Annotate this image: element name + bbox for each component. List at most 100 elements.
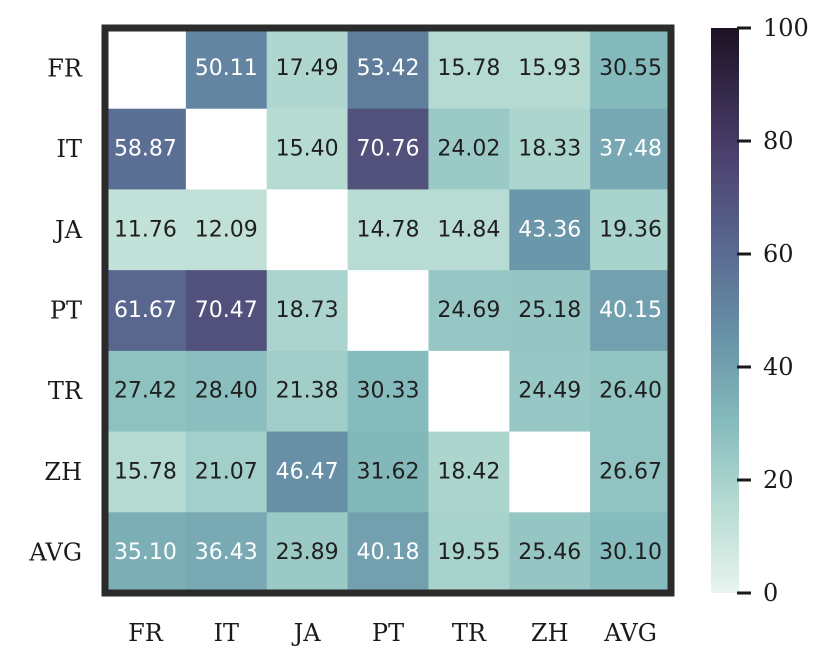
cell-value-label: 58.87 bbox=[114, 137, 177, 162]
cell-value-label: 70.47 bbox=[195, 298, 258, 323]
heatmap-cell-ja-pt bbox=[347, 189, 430, 271]
cell-value-label: 21.07 bbox=[195, 459, 258, 484]
heatmap-cell-pt-avg bbox=[590, 270, 672, 352]
cell-value-label: 14.84 bbox=[437, 217, 500, 242]
column-label-zh: ZH bbox=[531, 619, 569, 647]
column-label-tr: TR bbox=[452, 619, 487, 647]
cell-value-label: 24.02 bbox=[437, 137, 500, 162]
heatmap-cell-fr-ja bbox=[266, 28, 349, 110]
cell-value-label: 40.18 bbox=[357, 540, 420, 565]
heatmap-cell-avg-ja bbox=[266, 512, 349, 594]
column-label-avg: AVG bbox=[603, 619, 657, 647]
heatmap-cell-it-fr bbox=[105, 108, 187, 191]
row-label-fr: FR bbox=[47, 54, 83, 82]
heatmap-cell-fr-avg bbox=[590, 28, 672, 110]
heatmap-cell-fr-pt bbox=[347, 28, 430, 110]
heatmap-cell-avg-avg bbox=[590, 512, 672, 594]
heatmap-cell-avg-tr bbox=[428, 512, 510, 594]
row-label-ja: JA bbox=[52, 216, 83, 244]
heatmap-cell-avg-it bbox=[185, 512, 268, 594]
cell-value-label: 23.89 bbox=[276, 540, 339, 565]
cell-value-label: 18.73 bbox=[276, 298, 339, 323]
cell-value-label: 21.38 bbox=[276, 379, 339, 404]
cell-value-label: 40.15 bbox=[599, 298, 662, 323]
column-label-it: IT bbox=[214, 619, 240, 647]
heatmap-cell-fr-fr bbox=[105, 28, 187, 110]
heatmap-cells: 50.11 17.49 53.42 15.78 15.93 30.55 58.87 15.40… bbox=[105, 28, 672, 594]
cell-value-label: 27.42 bbox=[114, 379, 177, 404]
cell-value-label: 18.33 bbox=[518, 137, 581, 162]
heatmap-cell-fr-tr bbox=[428, 28, 510, 110]
heatmap-cell-fr-zh bbox=[509, 28, 591, 110]
heatmap-frame bbox=[101, 24, 675, 597]
heatmap-cell-it-tr bbox=[428, 108, 510, 191]
heatmap-cell-tr-ja bbox=[266, 350, 349, 433]
cell-value-label: 19.55 bbox=[437, 540, 500, 565]
cell-value-label: 18.42 bbox=[437, 459, 500, 484]
heatmap-cell-zh-avg bbox=[590, 431, 672, 513]
cell-value-label: 15.78 bbox=[437, 56, 500, 81]
cell-value-label: 19.36 bbox=[599, 217, 662, 242]
heatmap-cell-ja-avg bbox=[590, 189, 672, 271]
cell-value-label: 28.40 bbox=[195, 379, 258, 404]
heatmap-cell-fr-it bbox=[185, 28, 268, 110]
heatmap-cell-pt-pt bbox=[347, 270, 430, 352]
colorbar-tick-label: 60 bbox=[763, 240, 794, 268]
column-label-fr: FR bbox=[128, 619, 164, 647]
colorbar bbox=[711, 28, 739, 593]
cell-value-label: 11.76 bbox=[114, 217, 177, 242]
heatmap-cell-tr-fr bbox=[105, 350, 187, 433]
cell-value-label: 36.43 bbox=[195, 540, 258, 565]
cell-value-label: 50.11 bbox=[195, 56, 258, 81]
colorbar-tick-label: 100 bbox=[763, 14, 809, 42]
heatmap-cell-pt-ja bbox=[266, 270, 349, 352]
heatmap-cell-ja-fr bbox=[105, 189, 187, 271]
cell-value-label: 26.40 bbox=[599, 379, 662, 404]
row-labels: FR IT JA PT TR ZH AVG bbox=[28, 54, 83, 566]
cell-value-label: 35.10 bbox=[114, 540, 177, 565]
heatmap-cell-it-avg bbox=[590, 108, 672, 191]
row-label-tr: TR bbox=[48, 377, 83, 405]
cell-value-label: 25.18 bbox=[518, 298, 581, 323]
row-label-it: IT bbox=[57, 135, 83, 163]
heatmap-cell-zh-it bbox=[185, 431, 268, 513]
heatmap-cell-tr-pt bbox=[347, 350, 430, 433]
cell-value-label: 43.36 bbox=[518, 217, 581, 242]
heatmap-cell-it-ja bbox=[266, 108, 349, 191]
heatmap-cell-it-pt bbox=[347, 108, 430, 191]
row-label-pt: PT bbox=[50, 297, 82, 325]
cell-value-label: 26.67 bbox=[599, 459, 662, 484]
heatmap-cell-avg-pt bbox=[347, 512, 430, 594]
heatmap-cell-ja-ja bbox=[266, 189, 349, 271]
heatmap-cell-tr-tr bbox=[428, 350, 510, 433]
heatmap-cell-avg-fr bbox=[105, 512, 187, 594]
colorbar-tick-label: 0 bbox=[763, 579, 778, 607]
column-label-ja: JA bbox=[291, 619, 322, 647]
row-label-avg: AVG bbox=[28, 539, 82, 567]
cell-value-label: 30.33 bbox=[357, 379, 420, 404]
cell-value-label: 15.93 bbox=[518, 56, 581, 81]
column-label-pt: PT bbox=[372, 619, 404, 647]
heatmap-cell-pt-fr bbox=[105, 270, 187, 352]
cell-value-label: 14.78 bbox=[357, 217, 420, 242]
heatmap-cell-pt-tr bbox=[428, 270, 510, 352]
cell-value-label: 17.49 bbox=[276, 56, 339, 81]
cell-value-label: 37.48 bbox=[599, 137, 662, 162]
heatmap-cell-zh-pt bbox=[347, 431, 430, 513]
cell-value-label: 30.10 bbox=[599, 540, 662, 565]
row-label-zh: ZH bbox=[44, 458, 82, 486]
heatmap-cell-pt-it bbox=[185, 270, 268, 352]
colorbar-tick-label: 80 bbox=[763, 127, 794, 155]
cell-value-label: 61.67 bbox=[114, 298, 177, 323]
heatmap-cell-tr-avg bbox=[590, 350, 672, 433]
heatmap-cell-zh-ja bbox=[266, 431, 349, 513]
cell-value-label: 15.40 bbox=[276, 137, 339, 162]
heatmap-cell-ja-it bbox=[185, 189, 268, 271]
cell-value-label: 15.78 bbox=[114, 459, 177, 484]
cell-value-label: 70.76 bbox=[357, 137, 420, 162]
heatmap-cell-tr-zh bbox=[509, 350, 591, 433]
heatmap-cell-ja-tr bbox=[428, 189, 510, 271]
column-labels: FR IT JA PT TR ZH AVG bbox=[128, 619, 657, 647]
heatmap-cell-it-zh bbox=[509, 108, 591, 191]
